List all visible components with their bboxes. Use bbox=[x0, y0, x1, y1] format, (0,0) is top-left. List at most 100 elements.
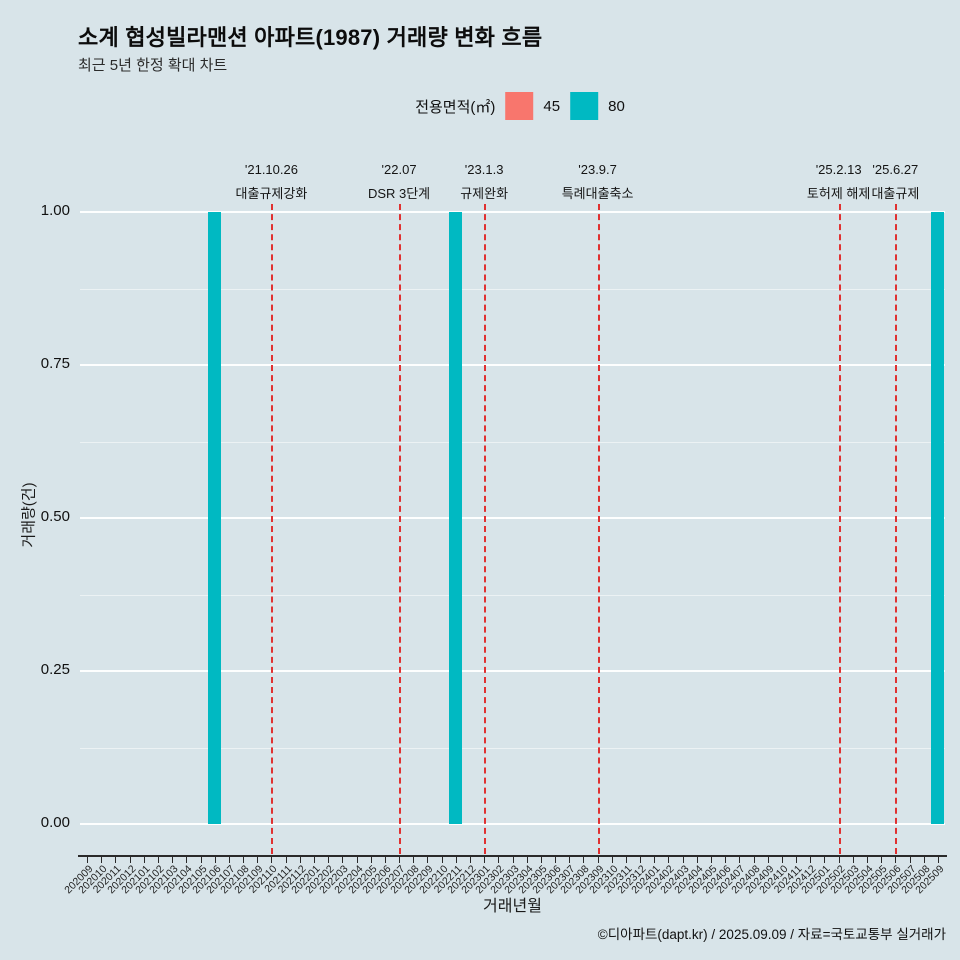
event-label-202309: 특례대출축소 bbox=[561, 186, 634, 201]
major-gridline bbox=[80, 823, 945, 825]
x-tick bbox=[824, 855, 826, 863]
x-tick bbox=[370, 855, 372, 863]
x-tick bbox=[668, 855, 670, 863]
x-tick bbox=[87, 855, 89, 863]
x-tick bbox=[711, 855, 713, 863]
x-tick bbox=[895, 855, 897, 863]
minor-gridline bbox=[80, 288, 945, 290]
x-tick bbox=[384, 855, 386, 863]
x-tick bbox=[767, 855, 769, 863]
x-tick bbox=[328, 855, 330, 863]
x-axis-title: 거래년월 bbox=[483, 898, 542, 915]
x-tick bbox=[129, 855, 131, 863]
x-tick bbox=[512, 855, 514, 863]
event-line-202502 bbox=[838, 204, 841, 854]
event-date-202110: '21.10.26 bbox=[244, 162, 298, 177]
major-gridline bbox=[80, 364, 945, 366]
event-line-202506 bbox=[895, 204, 898, 854]
x-tick bbox=[115, 855, 117, 863]
legend-title: 전용면적(㎡) bbox=[415, 98, 496, 116]
x-tick bbox=[214, 855, 216, 863]
x-tick bbox=[299, 855, 301, 863]
x-tick bbox=[441, 855, 443, 863]
legend-swatch-80 bbox=[570, 92, 599, 120]
x-tick bbox=[313, 855, 315, 863]
x-tick bbox=[569, 855, 571, 863]
x-tick bbox=[555, 855, 557, 863]
y-tick-label: 1.00 bbox=[40, 202, 70, 219]
event-label-202506: 대출규제 bbox=[871, 186, 920, 201]
y-tick-label: 0.75 bbox=[40, 355, 70, 372]
x-tick bbox=[455, 855, 457, 863]
major-gridline bbox=[80, 517, 945, 519]
x-tick bbox=[399, 855, 401, 863]
chart-subtitle: 최근 5년 한정 확대 차트 bbox=[78, 57, 228, 74]
y-tick-label: 0.25 bbox=[40, 661, 70, 678]
x-tick bbox=[781, 855, 783, 863]
x-tick bbox=[909, 855, 911, 863]
event-date-202506: '25.6.27 bbox=[872, 162, 919, 177]
x-tick bbox=[271, 855, 273, 863]
event-label-202110: 대출규제강화 bbox=[235, 186, 308, 201]
minor-gridline bbox=[80, 594, 945, 596]
x-tick bbox=[342, 855, 344, 863]
x-tick bbox=[881, 855, 883, 863]
x-tick bbox=[498, 855, 500, 863]
event-line-202309 bbox=[597, 204, 600, 854]
x-tick bbox=[356, 855, 358, 863]
event-date-202207: '22.07 bbox=[381, 162, 417, 177]
bar-202211-80 bbox=[449, 212, 463, 824]
event-line-202301 bbox=[484, 204, 487, 854]
x-tick bbox=[526, 855, 528, 863]
x-tick bbox=[243, 855, 245, 863]
y-tick-label: 0.50 bbox=[40, 508, 70, 525]
event-date-202301: '23.1.3 bbox=[464, 162, 504, 177]
x-tick bbox=[228, 855, 230, 863]
event-label-202301: 규제완화 bbox=[460, 186, 509, 201]
bar-202509-80 bbox=[931, 212, 945, 824]
legend-label-80: 80 bbox=[608, 97, 625, 115]
x-tick bbox=[143, 855, 145, 863]
x-tick bbox=[200, 855, 202, 863]
x-tick bbox=[101, 855, 103, 863]
event-date-202502: '25.2.13 bbox=[815, 162, 862, 177]
x-tick bbox=[810, 855, 812, 863]
legend: 전용면적(㎡) 45 80 bbox=[415, 92, 625, 120]
x-tick bbox=[796, 855, 798, 863]
event-line-202110 bbox=[271, 204, 274, 854]
x-tick bbox=[540, 855, 542, 863]
x-tick bbox=[257, 855, 259, 863]
x-tick bbox=[753, 855, 755, 863]
x-tick bbox=[739, 855, 741, 863]
x-tick bbox=[172, 855, 174, 863]
x-tick bbox=[838, 855, 840, 863]
x-tick bbox=[852, 855, 854, 863]
x-tick bbox=[285, 855, 287, 863]
event-label-202207: DSR 3단계 bbox=[367, 186, 431, 201]
y-tick-label: 0.00 bbox=[40, 814, 70, 831]
x-tick bbox=[654, 855, 656, 863]
x-tick bbox=[186, 855, 188, 863]
x-tick bbox=[867, 855, 868, 863]
bar-202106-80 bbox=[208, 212, 222, 824]
event-label-202502: 토허제 해제 bbox=[806, 186, 871, 201]
source-credit: ©디아파트(dapt.kr) / 2025.09.09 / 자료=국토교통부 실… bbox=[597, 927, 946, 942]
x-tick bbox=[469, 855, 471, 863]
x-tick bbox=[484, 855, 486, 863]
minor-gridline bbox=[80, 747, 945, 749]
major-gridline bbox=[80, 211, 945, 213]
event-date-202309: '23.9.7 bbox=[578, 162, 617, 177]
x-tick bbox=[611, 855, 613, 863]
x-tick bbox=[583, 855, 585, 863]
major-gridline bbox=[80, 670, 945, 672]
x-tick bbox=[937, 855, 939, 863]
chart-title: 소계 협성빌라맨션 아파트(1987) 거래량 변화 흐름 bbox=[78, 25, 543, 50]
x-tick bbox=[625, 855, 627, 863]
x-tick bbox=[725, 855, 727, 863]
x-tick bbox=[597, 855, 599, 863]
x-tick bbox=[157, 855, 159, 863]
x-tick bbox=[413, 855, 415, 863]
x-tick bbox=[640, 855, 642, 863]
